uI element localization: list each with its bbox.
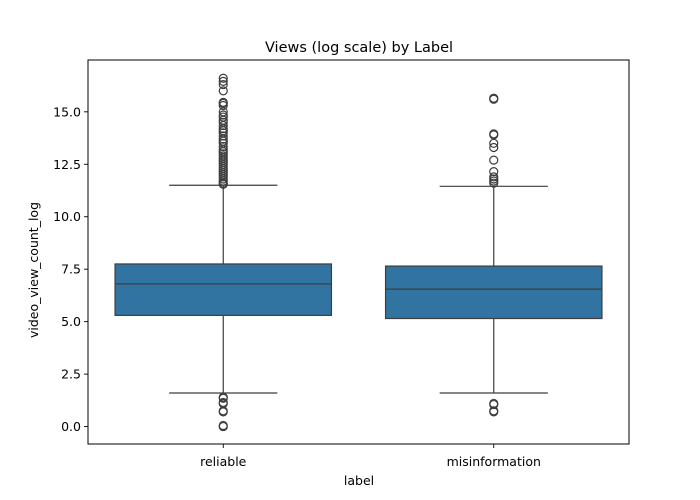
y-tick-label: 15.0 xyxy=(53,104,81,119)
outlier-point xyxy=(489,398,499,409)
plot-frame xyxy=(87,59,630,445)
x-tick-label: misinformation xyxy=(447,454,541,469)
outlier-point xyxy=(218,131,228,141)
outlier-point xyxy=(489,142,499,153)
outlier-point xyxy=(218,420,228,431)
outlier-point xyxy=(218,392,228,402)
outlier-point xyxy=(218,141,228,152)
box-misinformation xyxy=(384,265,603,320)
y-tick-label: 2.5 xyxy=(61,367,81,382)
outlier-point xyxy=(218,73,228,83)
x-tick-label: reliable xyxy=(200,454,247,469)
x-axis-label: label xyxy=(344,473,374,488)
outlier-point xyxy=(218,86,228,96)
outlier-point xyxy=(489,167,499,177)
y-tick-label: 0.0 xyxy=(61,419,81,434)
y-tick-label: 12.5 xyxy=(53,157,81,172)
outlier-point xyxy=(489,155,499,165)
outlier-point xyxy=(218,79,228,90)
outlier-point xyxy=(218,397,228,408)
y-tick-label: 5.0 xyxy=(61,314,81,329)
plot-area: 0.0 2.5 5.0 7.5 10.0 12.5 15.0 reliable misinfor… xyxy=(53,59,630,469)
outlier-point xyxy=(218,76,228,87)
outlier-point xyxy=(489,93,499,103)
box-reliable xyxy=(114,263,333,316)
outlier-point xyxy=(489,129,499,139)
y-tick-label: 7.5 xyxy=(61,262,81,277)
outlier-point xyxy=(218,97,228,107)
y-tick-label: 10.0 xyxy=(53,209,81,224)
outlier-point xyxy=(489,172,499,182)
outlier-point xyxy=(218,110,228,120)
chart-title: Views (log scale) by Label xyxy=(265,40,453,56)
outlier-point xyxy=(489,406,499,416)
y-axis-label: video_view_count_log xyxy=(26,202,41,338)
